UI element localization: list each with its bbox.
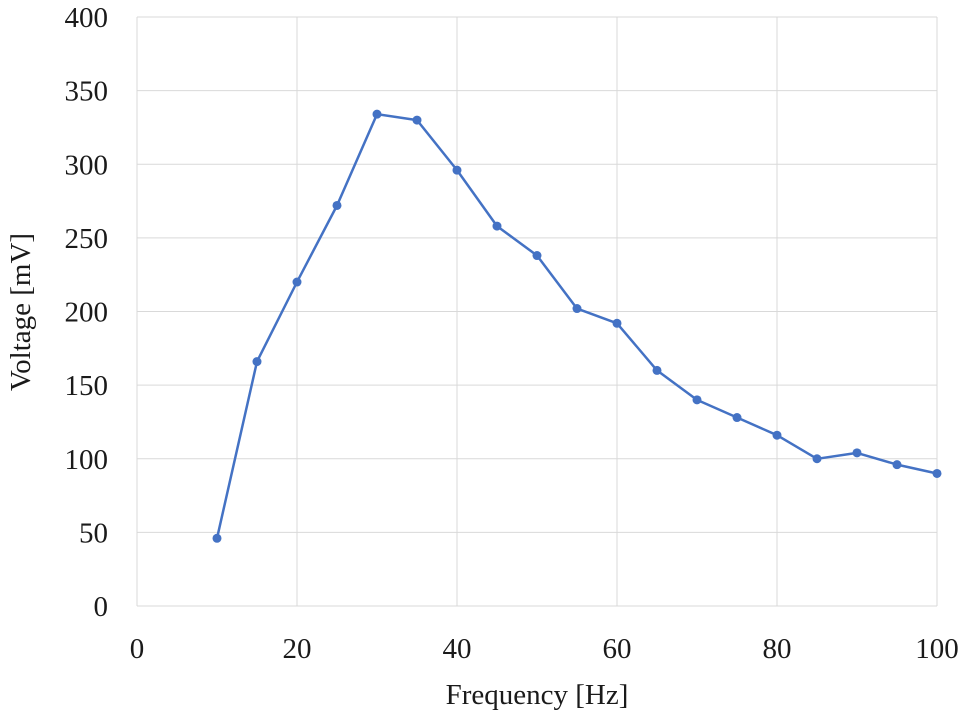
data-point bbox=[332, 200, 342, 210]
data-point bbox=[652, 365, 662, 375]
series-0 bbox=[212, 109, 942, 543]
y-tick-label: 300 bbox=[65, 149, 109, 181]
x-tick-label: 20 bbox=[283, 633, 312, 665]
data-point bbox=[532, 251, 542, 261]
data-point bbox=[892, 460, 902, 470]
y-tick-label: 200 bbox=[65, 297, 109, 329]
data-point bbox=[772, 430, 782, 440]
y-tick-label: 50 bbox=[79, 517, 108, 549]
x-tick-label: 80 bbox=[763, 633, 792, 665]
series-group bbox=[212, 109, 942, 543]
y-tick-label: 250 bbox=[65, 223, 109, 255]
data-point bbox=[612, 318, 622, 328]
x-tick-label: 40 bbox=[443, 633, 472, 665]
data-point bbox=[452, 165, 462, 175]
y-tick-label: 400 bbox=[65, 2, 109, 34]
grid bbox=[137, 16, 938, 606]
data-point bbox=[932, 468, 942, 478]
tick-labels: 0 50 100 150 200 250 300 350 400 0 20 40 60 80 100 bbox=[65, 2, 959, 665]
data-point bbox=[572, 304, 582, 314]
data-point bbox=[812, 454, 822, 464]
data-point bbox=[292, 277, 302, 287]
y-tick-label: 100 bbox=[65, 444, 109, 476]
y-tick-label: 350 bbox=[65, 76, 109, 108]
x-tick-label: 100 bbox=[915, 633, 959, 665]
data-point bbox=[212, 533, 222, 543]
y-tick-label: 0 bbox=[94, 591, 109, 623]
x-tick-label: 60 bbox=[603, 633, 632, 665]
series-line bbox=[215, 112, 938, 539]
data-point bbox=[372, 109, 382, 119]
data-point bbox=[852, 448, 862, 458]
x-tick-label: 0 bbox=[130, 633, 145, 665]
x-axis-title: Frequency [Hz] bbox=[446, 679, 629, 711]
data-point bbox=[692, 395, 702, 405]
axes bbox=[136, 17, 937, 607]
y-axis-title: Voltage [mV] bbox=[5, 233, 37, 391]
data-point bbox=[412, 115, 422, 125]
data-point bbox=[252, 357, 262, 367]
data-point bbox=[732, 413, 742, 423]
data-point bbox=[492, 221, 502, 231]
y-tick-label: 150 bbox=[65, 370, 109, 402]
